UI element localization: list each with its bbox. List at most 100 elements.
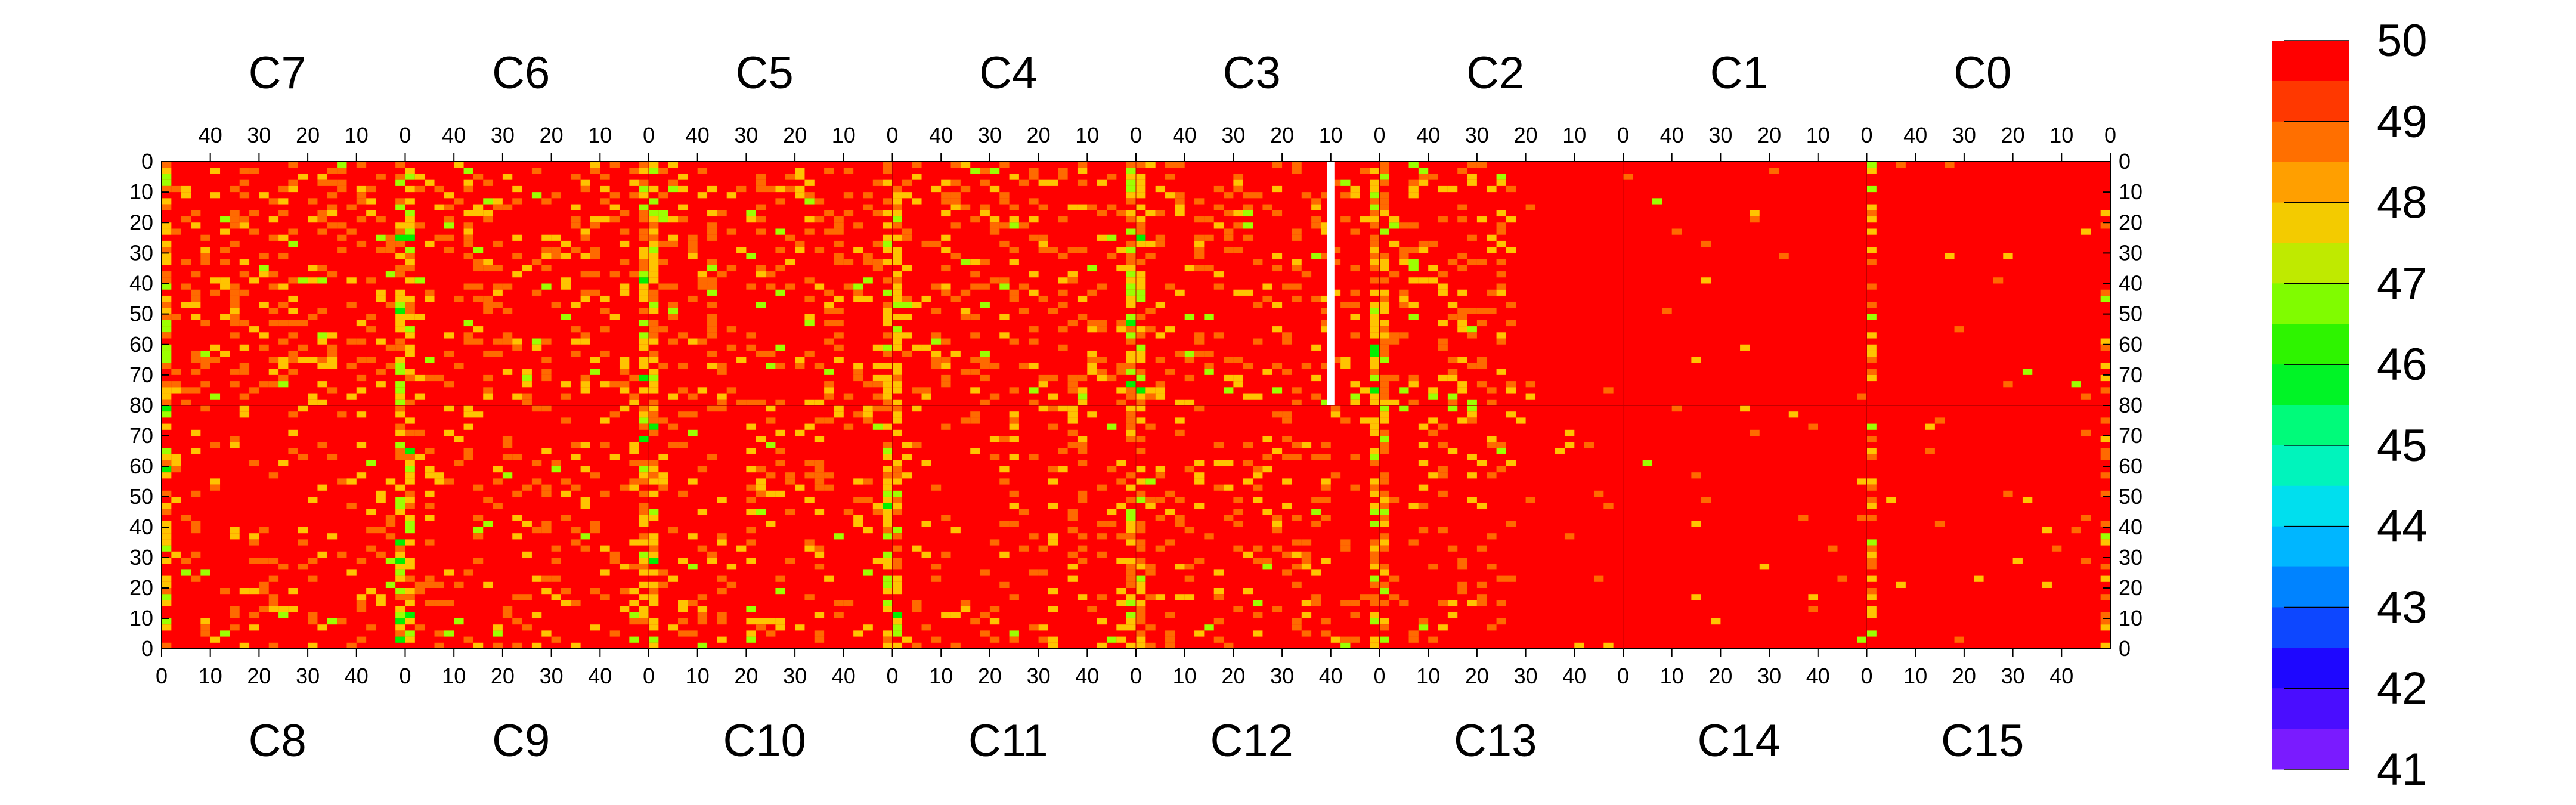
heatmap-cell — [1038, 179, 1048, 186]
heatmap-cell — [1126, 277, 1136, 284]
heatmap-cell — [580, 442, 590, 448]
heatmap-cell — [775, 624, 785, 631]
heatmap-cell — [1934, 521, 1945, 527]
heatmap-cell — [1866, 558, 1877, 564]
heatmap-cell — [921, 551, 931, 558]
heatmap-cell — [1954, 636, 1964, 643]
heatmap-cell — [1194, 198, 1205, 205]
y-tick-label-right: 80 — [2119, 393, 2142, 417]
heatmap-cell — [1321, 497, 1331, 503]
heatmap-cell — [1067, 247, 1078, 253]
heatmap-cell — [230, 606, 240, 612]
heatmap-cell — [668, 302, 679, 308]
heatmap-cell — [317, 442, 327, 448]
heatmap-cell — [649, 558, 659, 564]
heatmap-cell — [668, 162, 679, 168]
heatmap-cell — [1116, 265, 1126, 272]
heatmap-cell — [317, 381, 327, 388]
heatmap-cell — [883, 381, 893, 388]
heatmap-cell — [268, 308, 279, 314]
heatmap-cell — [1067, 271, 1078, 278]
heatmap-cell — [425, 295, 435, 302]
heatmap-cell — [1136, 387, 1146, 394]
heatmap-cell — [1418, 442, 1429, 448]
heatmap-cell — [327, 332, 338, 339]
heatmap-cell — [639, 558, 649, 564]
x-tick-label-bottom: 10 — [1173, 664, 1197, 688]
heatmap-cell — [1058, 289, 1068, 296]
heatmap-cell — [1438, 624, 1448, 631]
heatmap-cell — [1224, 484, 1234, 491]
heatmap-cell — [463, 234, 473, 241]
heatmap-cell — [200, 569, 210, 576]
heatmap-cell — [1262, 558, 1272, 564]
heatmap-cell — [1292, 539, 1302, 546]
heatmap-cell — [931, 283, 942, 290]
heatmap-cell — [376, 600, 386, 606]
heatmap-cell — [834, 320, 844, 327]
heatmap-cell — [327, 344, 338, 351]
heatmap-cell — [191, 387, 201, 394]
heatmap-cell — [1311, 497, 1321, 503]
heatmap-cell — [619, 210, 630, 217]
heatmap-cell — [1058, 216, 1068, 223]
heatmap-cell — [1029, 168, 1039, 174]
heatmap-cell — [162, 228, 172, 235]
colorbar-tick-label: 45 — [2377, 420, 2428, 471]
heatmap-cell — [493, 466, 503, 473]
heatmap-cell — [200, 350, 210, 357]
heatmap-cell — [814, 399, 825, 405]
heatmap-cell — [268, 606, 279, 612]
heatmap-cell — [814, 636, 825, 643]
heatmap-cell — [1038, 545, 1048, 552]
heatmap-cell — [454, 460, 464, 466]
heatmap-cell — [385, 302, 396, 308]
heatmap-cell — [756, 216, 766, 223]
heatmap-cell — [171, 381, 181, 388]
heatmap-cell — [834, 240, 844, 247]
heatmap-cell — [1097, 234, 1107, 241]
heatmap-cell — [395, 265, 405, 272]
heatmap-cell — [843, 600, 854, 606]
heatmap-cell — [502, 442, 513, 448]
heatmap-cell — [775, 344, 785, 351]
heatmap-cell — [230, 289, 240, 296]
heatmap-cell — [863, 204, 873, 210]
heatmap-cell — [902, 314, 912, 320]
heatmap-cell — [1896, 581, 1906, 588]
heatmap-cell — [609, 558, 620, 564]
heatmap-cell — [473, 204, 484, 210]
heatmap-cell — [1311, 295, 1321, 302]
x-tick-label-top: 40 — [442, 123, 466, 147]
heatmap-cell — [1292, 168, 1302, 174]
heatmap-cell — [1087, 606, 1097, 612]
heatmap-cell — [989, 436, 1000, 442]
heatmap-cell — [775, 490, 785, 497]
heatmap-cell — [463, 179, 473, 186]
heatmap-cell — [1408, 381, 1419, 388]
heatmap-cell — [162, 179, 172, 186]
heatmap-cell — [921, 240, 931, 247]
heatmap-cell — [1379, 436, 1389, 442]
heatmap-cell — [814, 612, 825, 618]
heatmap-cell — [1447, 545, 1458, 552]
x-tick-label-top: 0 — [1860, 123, 1872, 147]
heatmap-cell — [405, 168, 415, 174]
heatmap-cell — [405, 636, 415, 643]
heatmap-cell — [414, 393, 425, 400]
heatmap-cell — [1379, 618, 1389, 625]
heatmap-cell — [1145, 308, 1156, 314]
heatmap-cell — [950, 222, 961, 229]
heatmap-cell — [1370, 618, 1380, 625]
heatmap-cell — [1447, 399, 1458, 405]
heatmap-cell — [649, 539, 659, 546]
heatmap-cell — [619, 289, 630, 296]
heatmap-cell — [561, 314, 571, 320]
heatmap-cell — [346, 503, 357, 509]
heatmap-cell — [1067, 320, 1078, 327]
heatmap-cell — [1175, 521, 1185, 527]
heatmap-cell — [483, 308, 493, 314]
heatmap-cell — [1253, 466, 1263, 473]
x-tick-label-top: 0 — [643, 123, 655, 147]
